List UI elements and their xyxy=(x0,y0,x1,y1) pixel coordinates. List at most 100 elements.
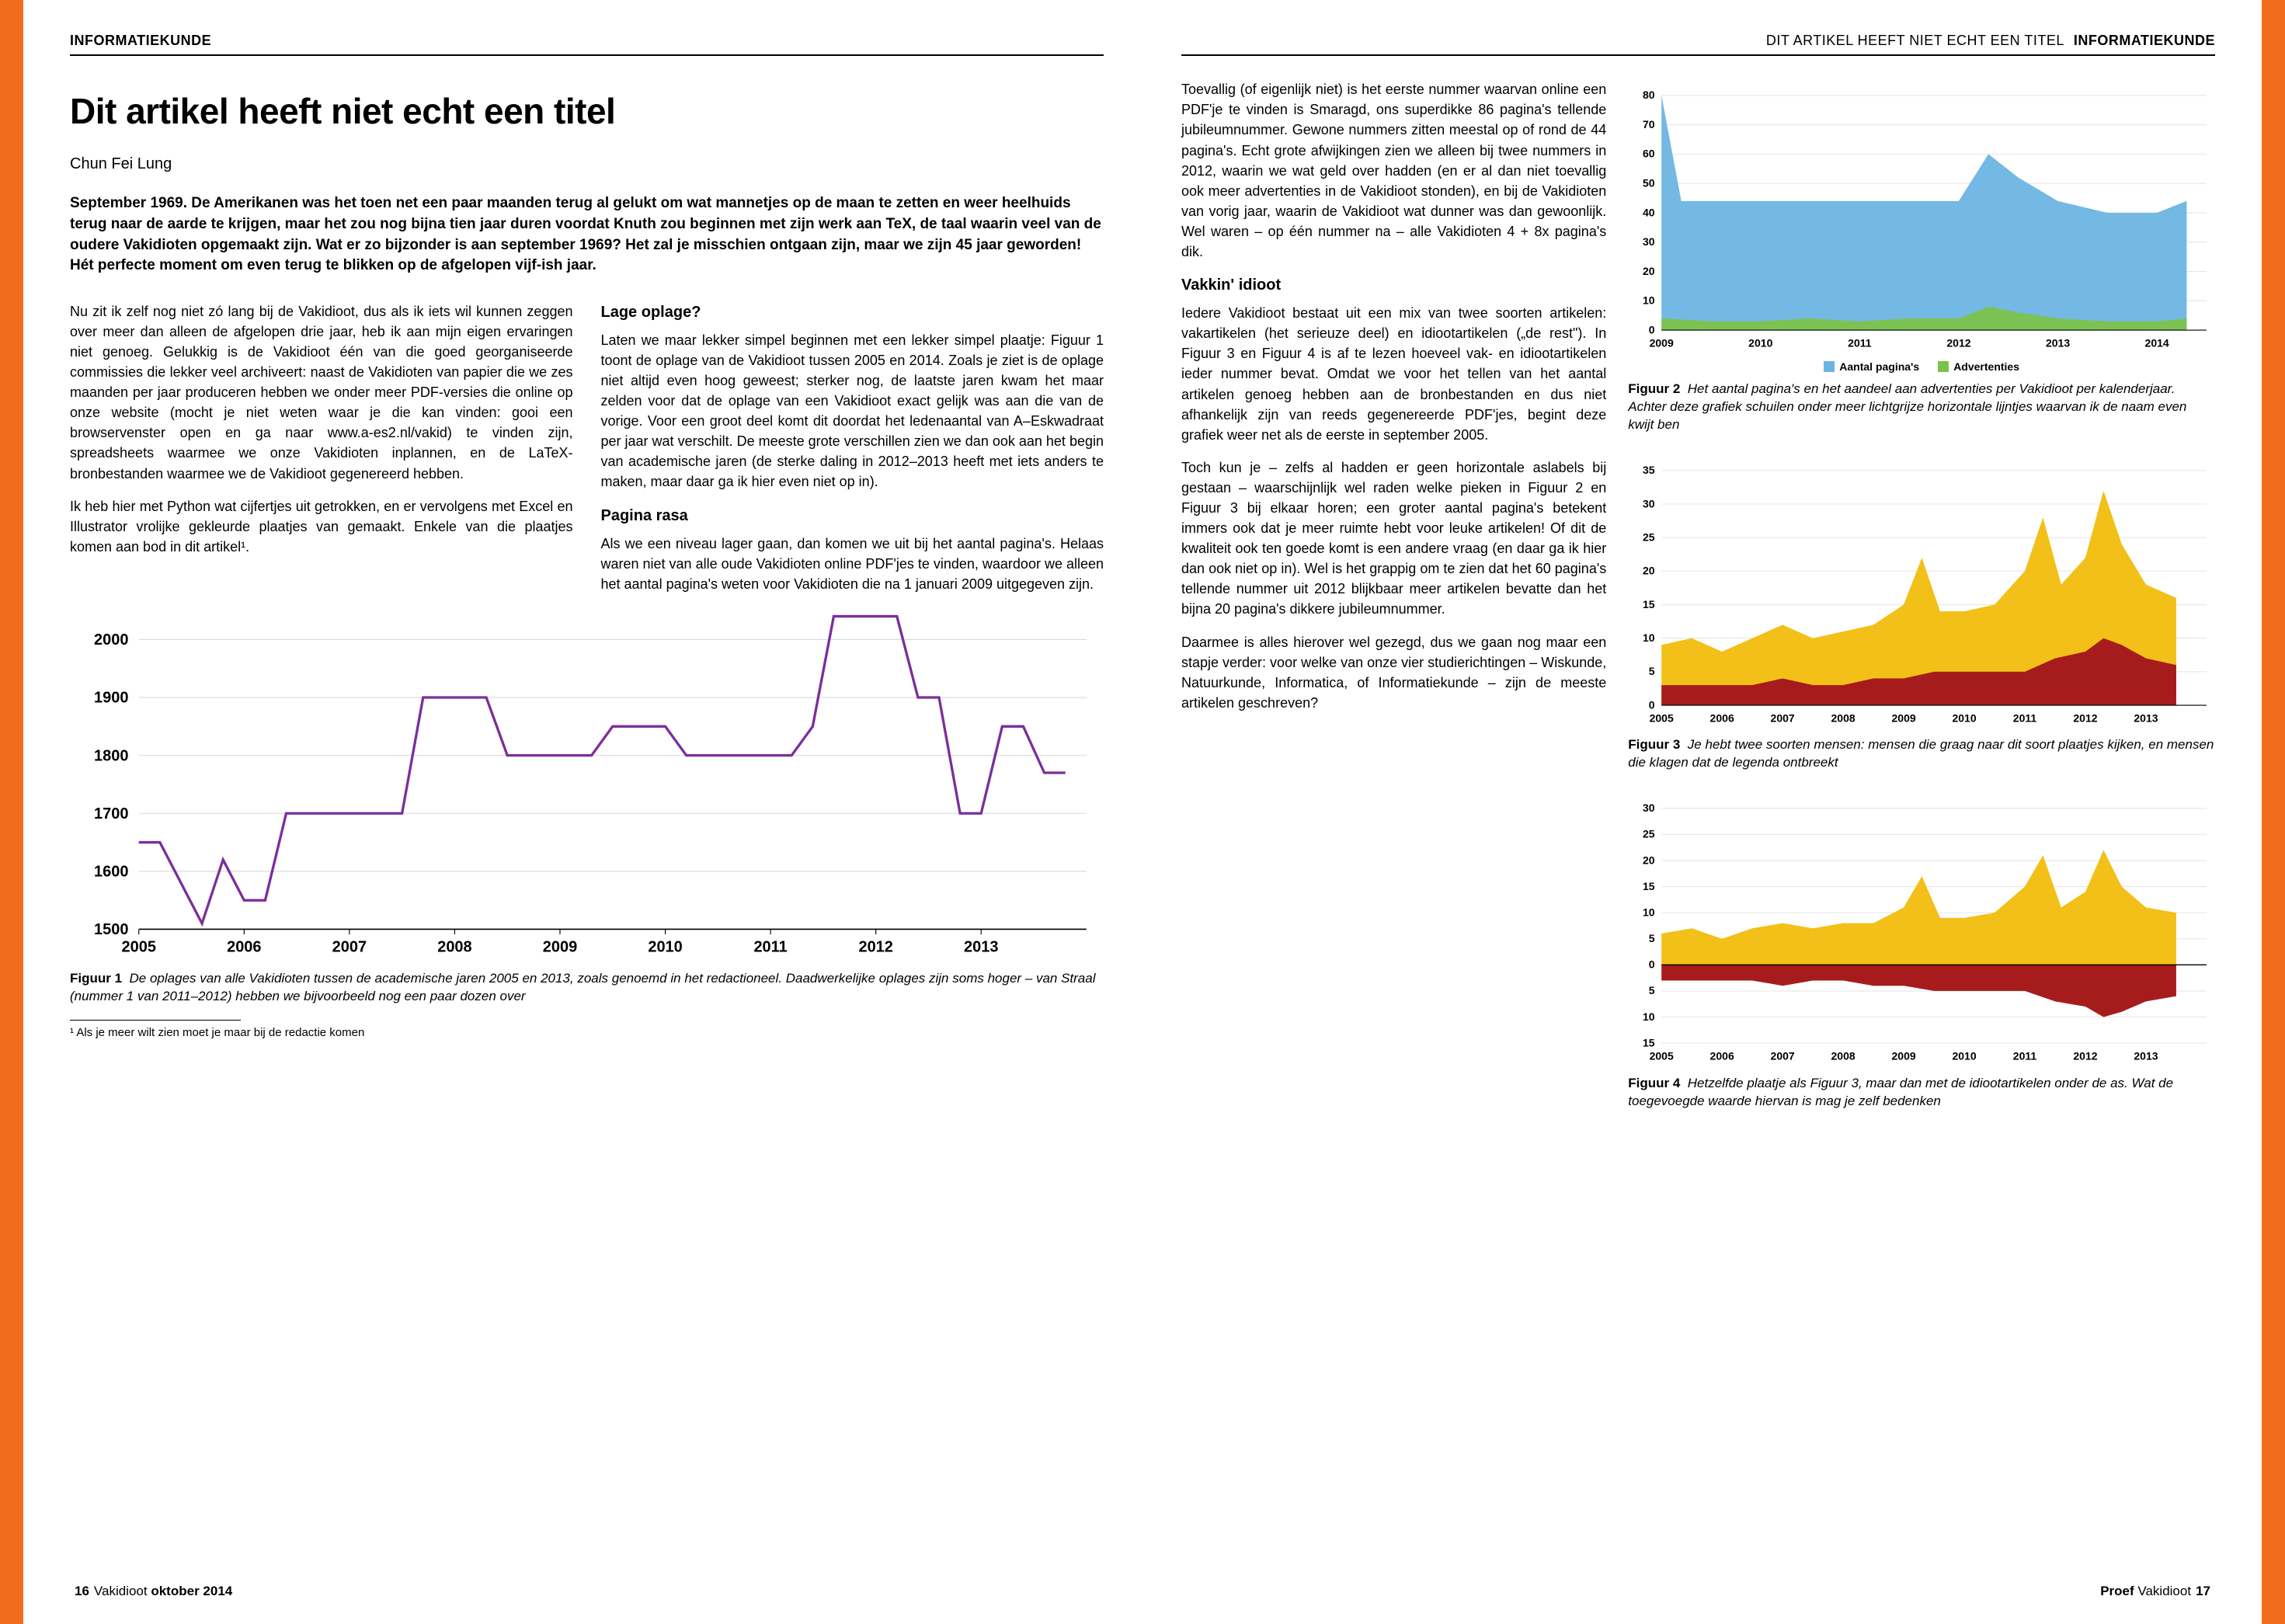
running-title: DIT ARTIKEL HEEFT NIET ECHT EEN TITEL xyxy=(1766,31,2064,50)
svg-text:1900: 1900 xyxy=(94,689,128,706)
svg-text:2010: 2010 xyxy=(1748,337,1772,349)
figure-3-chart: 0510152025303520052006200720082009201020… xyxy=(1628,462,2215,730)
running-header-left: INFORMATIEKUNDE xyxy=(70,31,1104,56)
body-p: Toevallig (of eigenlijk niet) is het eer… xyxy=(1181,79,1606,262)
body-p: Daarmee is alles hierover wel gezegd, du… xyxy=(1181,632,1606,713)
svg-text:2006: 2006 xyxy=(1710,1050,1734,1062)
left-edge-bar xyxy=(0,0,23,1624)
body-p: Nu zit ik zelf nog niet zó lang bij de V… xyxy=(70,301,573,484)
figure-3-caption: Figuur 3 Je hebt twee soorten mensen: me… xyxy=(1628,736,2215,772)
svg-text:1700: 1700 xyxy=(94,805,128,822)
body-p: Als we een niveau lager gaan, dan komen … xyxy=(601,534,1104,594)
svg-text:25: 25 xyxy=(1643,828,1655,840)
svg-text:30: 30 xyxy=(1643,802,1655,814)
svg-text:2009: 2009 xyxy=(1892,712,1916,725)
running-header-right: DIT ARTIKEL HEEFT NIET ECHT EEN TITEL IN… xyxy=(1181,31,2215,56)
right-charts-column: 0102030405060708020092010201120122013201… xyxy=(1628,79,2215,1110)
figure-1-chart: 1500160017001800190020002005200620072008… xyxy=(70,602,1104,964)
svg-text:5: 5 xyxy=(1649,932,1655,944)
svg-text:2006: 2006 xyxy=(1710,712,1734,725)
svg-text:20: 20 xyxy=(1643,854,1655,867)
svg-text:2007: 2007 xyxy=(1771,1050,1795,1062)
svg-text:2008: 2008 xyxy=(437,938,471,955)
svg-text:2013: 2013 xyxy=(2046,337,2070,349)
svg-text:2011: 2011 xyxy=(1848,337,1872,349)
svg-text:2011: 2011 xyxy=(2013,1050,2037,1062)
svg-text:2010: 2010 xyxy=(1953,1050,1977,1062)
svg-text:2005: 2005 xyxy=(122,938,156,955)
svg-text:2000: 2000 xyxy=(94,631,128,649)
svg-text:70: 70 xyxy=(1643,118,1655,130)
svg-text:2013: 2013 xyxy=(2134,1050,2158,1062)
svg-text:0: 0 xyxy=(1649,958,1655,971)
footer-issue: oktober 2014 xyxy=(151,1583,232,1601)
svg-text:20: 20 xyxy=(1643,565,1655,577)
footnote-rule xyxy=(70,1020,241,1021)
page-right: DIT ARTIKEL HEEFT NIET ECHT EEN TITEL IN… xyxy=(1142,0,2262,1624)
svg-text:10: 10 xyxy=(1643,1010,1655,1023)
svg-text:30: 30 xyxy=(1643,235,1655,248)
figure-4: 1510505101520253020052006200720082009201… xyxy=(1628,800,2215,1110)
svg-text:10: 10 xyxy=(1643,906,1655,919)
svg-text:2010: 2010 xyxy=(1953,712,1977,725)
svg-text:2005: 2005 xyxy=(1650,712,1674,725)
svg-text:25: 25 xyxy=(1643,530,1655,543)
svg-text:2009: 2009 xyxy=(543,938,577,955)
footer-mag: Vakidioot xyxy=(94,1583,148,1601)
svg-text:60: 60 xyxy=(1643,148,1655,160)
svg-text:15: 15 xyxy=(1643,1037,1655,1049)
subhead-oplage: Lage oplage? xyxy=(601,301,1104,324)
svg-text:2012: 2012 xyxy=(858,938,892,955)
svg-text:2012: 2012 xyxy=(2074,1050,2098,1062)
section-label: INFORMATIEKUNDE xyxy=(70,31,211,50)
figure-4-caption: Figuur 4 Hetzelfde plaatje als Figuur 3,… xyxy=(1628,1075,2215,1111)
figure-4-chart: 1510505101520253020052006200720082009201… xyxy=(1628,800,2215,1068)
right-body: Toevallig (of eigenlijk niet) is het eer… xyxy=(1181,79,2215,1110)
subhead-vakkin: Vakkin' idioot xyxy=(1181,274,1606,297)
svg-text:10: 10 xyxy=(1643,294,1655,307)
svg-text:5: 5 xyxy=(1649,665,1655,677)
article-author: Chun Fei Lung xyxy=(70,154,1104,175)
lead-paragraph: September 1969. De Amerikanen was het to… xyxy=(70,193,1104,276)
svg-text:2008: 2008 xyxy=(1831,712,1855,725)
page-spread: INFORMATIEKUNDE Dit artikel heeft niet e… xyxy=(0,0,2285,1624)
svg-text:15: 15 xyxy=(1643,880,1655,892)
body-p: Ik heb hier met Python wat cijfertjes ui… xyxy=(70,496,573,557)
svg-text:2013: 2013 xyxy=(2134,712,2158,725)
svg-text:2011: 2011 xyxy=(753,938,787,955)
legend-item: Advertenties xyxy=(1938,359,2019,374)
page-number: 17 xyxy=(2196,1583,2210,1601)
body-p: Iedere Vakidioot bestaat uit een mix van… xyxy=(1181,303,1606,445)
figure-1-caption: Figuur 1 De oplages van alle Vakidioten … xyxy=(70,970,1104,1006)
svg-text:2007: 2007 xyxy=(1771,712,1795,725)
footer-right: Proef Vakidioot 17 xyxy=(1181,1567,2215,1601)
body-columns-left: Nu zit ik zelf nog niet zó lang bij de V… xyxy=(70,301,1104,594)
body-p: Laten we maar lekker simpel beginnen met… xyxy=(601,330,1104,492)
footer-left: 16 Vakidioot oktober 2014 xyxy=(70,1567,1104,1601)
svg-text:50: 50 xyxy=(1643,177,1655,190)
figure-3: 0510152025303520052006200720082009201020… xyxy=(1628,462,2215,772)
svg-text:0: 0 xyxy=(1649,324,1655,336)
svg-text:2007: 2007 xyxy=(332,938,367,955)
article-title: Dit artikel heeft niet echt een titel xyxy=(70,87,1104,135)
figure-2-legend: Aantal pagina's Advertenties xyxy=(1628,359,2215,374)
figure-2-caption: Figuur 2 Het aantal pagina's en het aand… xyxy=(1628,381,2215,434)
svg-text:10: 10 xyxy=(1643,631,1655,644)
page-left: INFORMATIEKUNDE Dit artikel heeft niet e… xyxy=(23,0,1142,1624)
figure-2-chart: 0102030405060708020092010201120122013201… xyxy=(1628,87,2215,355)
figure-1: 1500160017001800190020002005200620072008… xyxy=(70,602,1104,1006)
svg-text:2006: 2006 xyxy=(227,938,261,955)
section-label: INFORMATIEKUNDE xyxy=(2074,31,2215,50)
svg-text:2008: 2008 xyxy=(1831,1050,1855,1062)
body-p: Toch kun je – zelfs al hadden er geen ho… xyxy=(1181,457,1606,620)
footnote-1: ¹ Als je meer wilt zien moet je maar bij… xyxy=(70,1025,1104,1041)
svg-text:1600: 1600 xyxy=(94,863,128,880)
svg-text:0: 0 xyxy=(1649,698,1655,711)
svg-text:30: 30 xyxy=(1643,497,1655,509)
svg-text:2014: 2014 xyxy=(2145,337,2169,349)
svg-text:35: 35 xyxy=(1643,464,1655,476)
svg-text:2009: 2009 xyxy=(1892,1050,1916,1062)
svg-text:2013: 2013 xyxy=(964,938,998,955)
svg-text:5: 5 xyxy=(1649,984,1655,996)
svg-text:1800: 1800 xyxy=(94,747,128,764)
